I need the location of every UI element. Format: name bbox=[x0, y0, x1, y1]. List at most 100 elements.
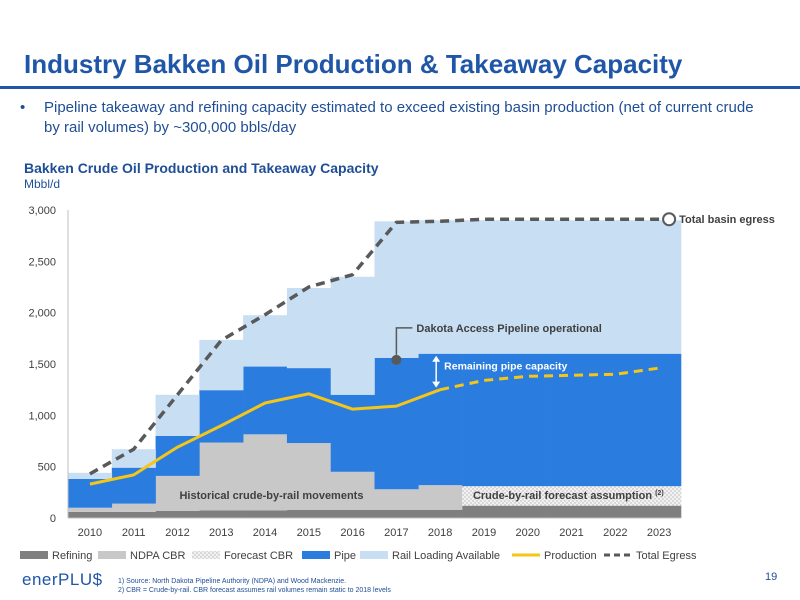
legend-label-forecast-cbr: Forecast CBR bbox=[224, 550, 293, 562]
y-tick-label: 1,000 bbox=[28, 410, 56, 422]
area-ndpa-cbr-2010 bbox=[68, 507, 113, 512]
x-tick-label: 2019 bbox=[472, 527, 496, 539]
x-tick-label: 2018 bbox=[428, 527, 452, 539]
y-tick-label: 500 bbox=[38, 462, 56, 474]
area-refining-2017 bbox=[374, 509, 419, 518]
area-refining-2021 bbox=[549, 505, 594, 518]
area-refining-2015 bbox=[286, 509, 332, 518]
legend-label-production: Production bbox=[544, 550, 597, 562]
area-refining-2011 bbox=[111, 511, 156, 518]
area-forecast-cbr-2022 bbox=[593, 486, 638, 506]
area-refining-2012 bbox=[155, 510, 200, 518]
area-ndpa-cbr-2012 bbox=[155, 475, 200, 511]
area-rail-loading-available-2020 bbox=[505, 220, 550, 354]
area-rail-loading-available-2014 bbox=[243, 315, 288, 367]
y-tick-label: 3,000 bbox=[28, 205, 56, 217]
annotation-cbr-forecast: Crude-by-rail forecast assumption bbox=[473, 490, 652, 502]
title-divider bbox=[0, 86, 800, 89]
area-forecast-cbr-2020 bbox=[505, 486, 550, 506]
annotation-historical-cbr: Historical crude-by-rail movements bbox=[179, 490, 363, 502]
area-rail-loading-available-2019 bbox=[462, 220, 507, 354]
egress-end-marker bbox=[662, 212, 677, 227]
area-forecast-cbr-2021 bbox=[549, 486, 594, 506]
legend-label-refining: Refining bbox=[52, 550, 92, 562]
y-tick-label: 2,000 bbox=[28, 308, 56, 320]
legend-swatch-rail-loading-available bbox=[360, 551, 388, 559]
area-ndpa-cbr-2011 bbox=[111, 503, 156, 512]
stacked-areas bbox=[68, 220, 682, 518]
x-tick-label: 2014 bbox=[253, 527, 277, 539]
legend-swatch-ndpa-cbr bbox=[98, 551, 126, 559]
x-tick-label: 2015 bbox=[297, 527, 321, 539]
line-total-egress bbox=[89, 217, 660, 476]
area-refining-2010 bbox=[68, 511, 113, 518]
area-pipe-2019 bbox=[462, 353, 507, 487]
line-production-forecast bbox=[439, 366, 660, 392]
axes: 0 500 1,000 1,500 2,000 2,500 3,000 2010 2011 201… bbox=[28, 205, 681, 539]
legend-label-pipe: Pipe bbox=[334, 550, 356, 562]
area-rail-loading-available-2023 bbox=[637, 220, 682, 354]
area-pipe-2017 bbox=[374, 357, 419, 490]
x-tick-label: 2023 bbox=[647, 527, 671, 539]
area-rail-loading-available-2013 bbox=[199, 339, 244, 391]
remaining-capacity-arrowhead-down bbox=[432, 381, 441, 388]
remaining-capacity-arrowhead-up bbox=[432, 355, 441, 362]
area-refining-2018 bbox=[418, 509, 463, 518]
legend: Refining NDPA CBR Forecast CBR Pipe Rail Loa… bbox=[20, 550, 697, 562]
area-refining-2013 bbox=[199, 510, 244, 518]
area-refining-2019 bbox=[462, 505, 507, 518]
footnotes: 1) Source: North Dakota Pipeline Authori… bbox=[118, 577, 391, 595]
area-pipe-2022 bbox=[593, 353, 638, 487]
x-tick-label: 2022 bbox=[603, 527, 627, 539]
area-pipe-2018 bbox=[418, 353, 463, 486]
area-rail-loading-available-2016 bbox=[330, 276, 375, 395]
area-rail-loading-available-2021 bbox=[549, 220, 594, 354]
footnote-2: 2) CBR = Crude-by-rail. CBR forecast ass… bbox=[118, 587, 391, 594]
area-refining-2014 bbox=[243, 510, 288, 518]
annotation-dakota-access: Dakota Access Pipeline operational bbox=[416, 323, 601, 335]
chart-unit-label: Mbbl/d bbox=[24, 177, 61, 191]
legend-label-rail-loading-available: Rail Loading Available bbox=[392, 550, 500, 562]
area-forecast-cbr-2023 bbox=[637, 486, 682, 506]
chart-title: Bakken Crude Oil Production and Takeaway… bbox=[24, 160, 379, 176]
annotation-total-basin-egress: Total basin egress bbox=[679, 214, 775, 226]
area-refining-2016 bbox=[330, 509, 375, 518]
area-pipe-2023 bbox=[637, 353, 682, 487]
x-tick-label: 2013 bbox=[209, 527, 233, 539]
legend-swatch-pipe bbox=[302, 551, 330, 559]
page-number: 19 bbox=[765, 571, 778, 583]
area-ndpa-cbr-2016 bbox=[330, 471, 375, 510]
x-tick-label: 2011 bbox=[122, 527, 146, 539]
footnote-1: 1) Source: North Dakota Pipeline Authori… bbox=[118, 578, 347, 585]
legend-label-ndpa-cbr: NDPA CBR bbox=[130, 550, 185, 562]
series-lines bbox=[89, 217, 660, 486]
annotation-cbr-forecast-note: (2) bbox=[655, 490, 664, 497]
area-pipe-2016 bbox=[330, 394, 375, 472]
area-pipe-2020 bbox=[505, 353, 550, 487]
x-tick-label: 2017 bbox=[384, 527, 408, 539]
x-tick-label: 2012 bbox=[165, 527, 189, 539]
area-refining-2020 bbox=[505, 505, 550, 518]
annotations: Total basin egress Dakota Access Pipeline… bbox=[179, 212, 775, 502]
x-tick-label: 2020 bbox=[516, 527, 540, 539]
area-pipe-2015 bbox=[286, 368, 332, 444]
line-production-actual bbox=[89, 388, 441, 486]
area-forecast-cbr-2019 bbox=[462, 486, 507, 506]
area-pipe-2021 bbox=[549, 353, 594, 487]
x-tick-label: 2016 bbox=[340, 527, 364, 539]
x-tick-label: 2010 bbox=[78, 527, 102, 539]
area-rail-loading-available-2010 bbox=[68, 472, 113, 479]
dakota-access-leader bbox=[395, 327, 413, 355]
annotation-remaining-pipe-capacity: Remaining pipe capacity bbox=[444, 361, 567, 373]
y-tick-label: 2,500 bbox=[28, 256, 56, 268]
y-tick-label: 1,500 bbox=[28, 359, 56, 371]
enerplus-logo: enerPLU$ bbox=[22, 570, 103, 589]
dakota-access-marker bbox=[391, 354, 402, 365]
y-tick-label: 0 bbox=[50, 513, 56, 525]
page-title: Industry Bakken Oil Production & Takeawa… bbox=[24, 49, 683, 79]
legend-swatch-forecast-cbr bbox=[192, 551, 220, 559]
x-tick-label: 2021 bbox=[559, 527, 583, 539]
legend-label-total-egress: Total Egress bbox=[636, 550, 697, 562]
bullet-marker: • bbox=[20, 99, 26, 116]
